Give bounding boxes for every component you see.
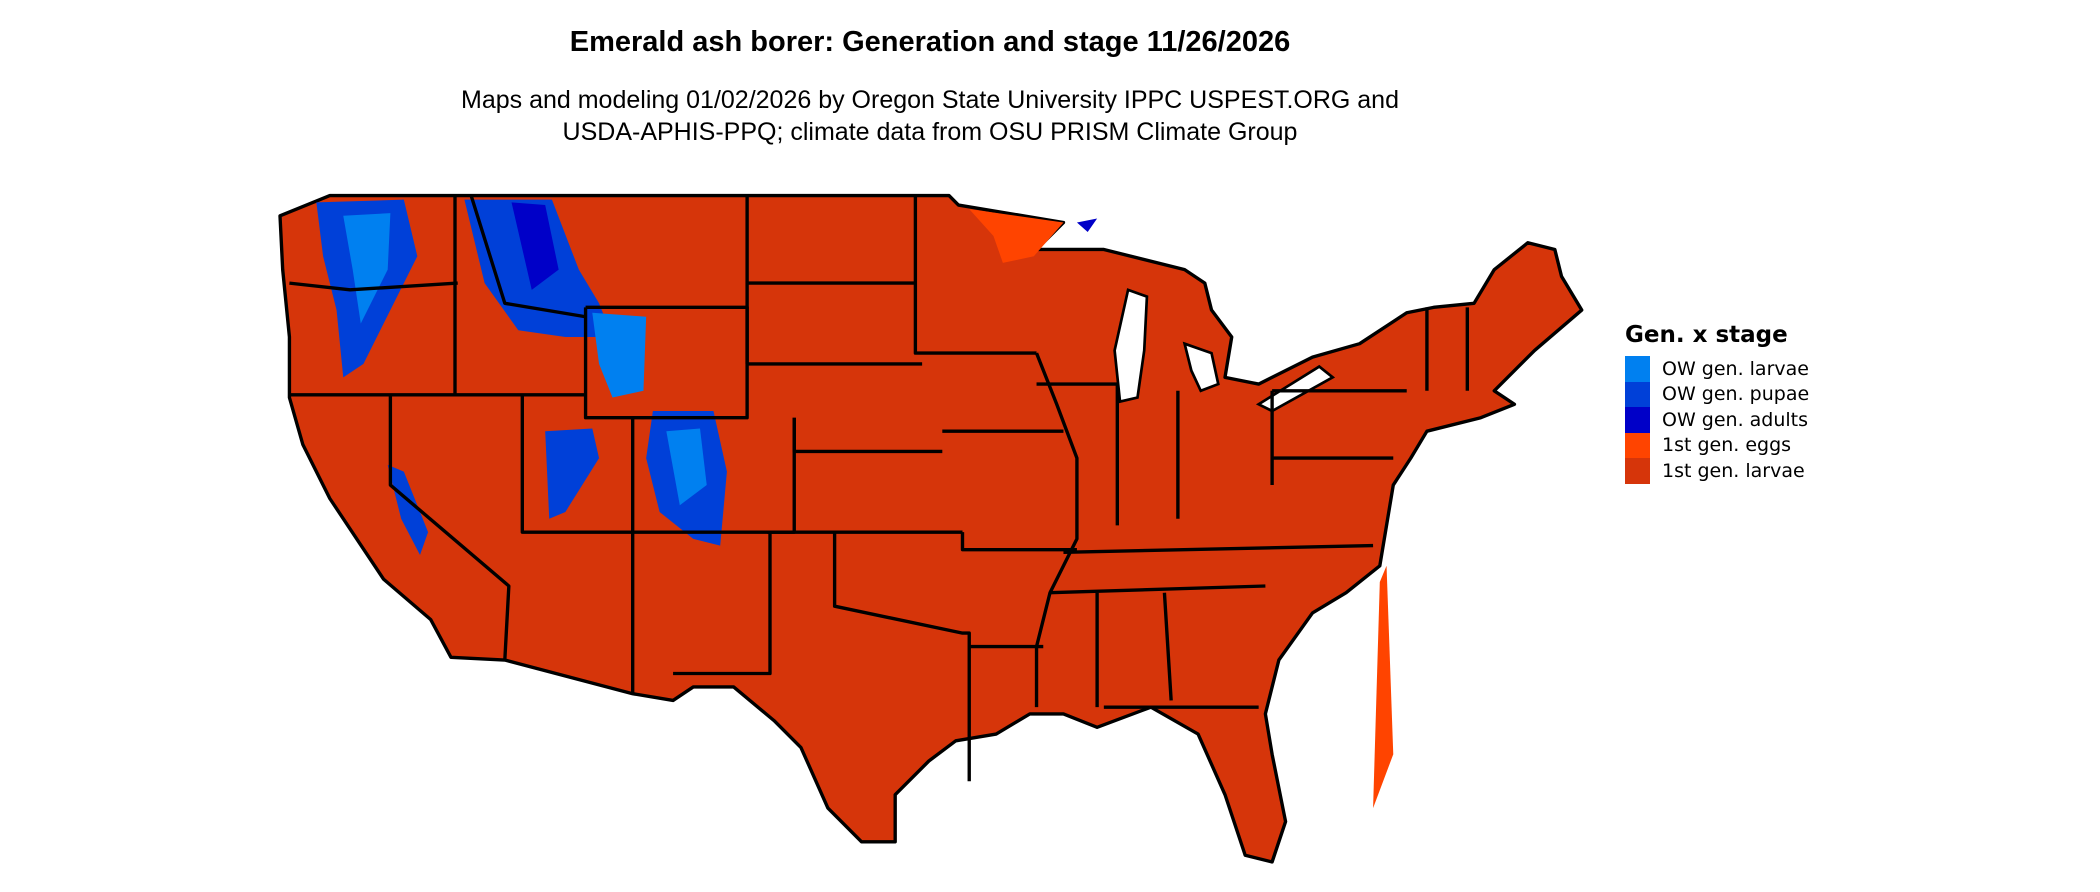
legend-swatch (1625, 458, 1650, 484)
legend-swatch (1625, 407, 1650, 433)
legend-title: Gen. x stage (1625, 322, 1788, 348)
legend-item: 1st gen. larvae (1625, 458, 1809, 484)
legend-label: OW gen. adults (1662, 408, 1809, 431)
legend-item: OW gen. larvae (1625, 356, 1809, 382)
legend-label: 1st gen. eggs (1662, 434, 1792, 457)
legend-item: OW gen. pupae (1625, 381, 1810, 407)
state-borders (289, 195, 1469, 782)
legend-swatch (1625, 356, 1650, 382)
map-title: Emerald ash borer: Generation and stage … (569, 26, 1291, 58)
map-subtitle-line-1: Maps and modeling 01/02/2026 by Oregon S… (461, 86, 1399, 114)
legend-swatch (1625, 381, 1650, 407)
legend-item: OW gen. adults (1625, 407, 1809, 433)
legend: Gen. x stage OW gen. larvae OW gen. pupa… (1625, 322, 1809, 484)
legend-label: 1st gen. larvae (1662, 459, 1805, 482)
legend-swatch (1625, 432, 1650, 458)
lake-michigan (1113, 288, 1336, 413)
legend-label: OW gen. pupae (1662, 383, 1810, 406)
legend-item: 1st gen. eggs (1625, 432, 1809, 458)
legend-label: OW gen. larvae (1662, 357, 1809, 380)
map-subtitle-line-2: USDA-APHIS-PPQ; climate data from OSU PR… (562, 118, 1298, 146)
